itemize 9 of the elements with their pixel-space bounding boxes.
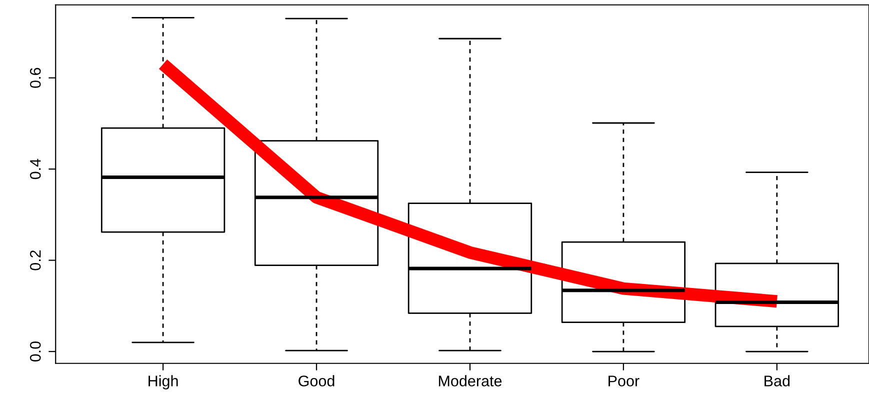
x-tick-label: Poor bbox=[608, 376, 640, 386]
y-tick-label: 0.4 bbox=[30, 158, 41, 180]
x-tick-label: High bbox=[148, 375, 178, 390]
y-tick-label: 0.2 bbox=[30, 250, 41, 270]
x-tick-label: Good bbox=[298, 375, 334, 386]
x-tick-label: Bad bbox=[764, 375, 790, 386]
x-tick-label: Moderate bbox=[438, 375, 502, 386]
y-tick-label: 0.0 bbox=[30, 341, 41, 362]
y-tick-label: 0.6 bbox=[30, 68, 41, 88]
